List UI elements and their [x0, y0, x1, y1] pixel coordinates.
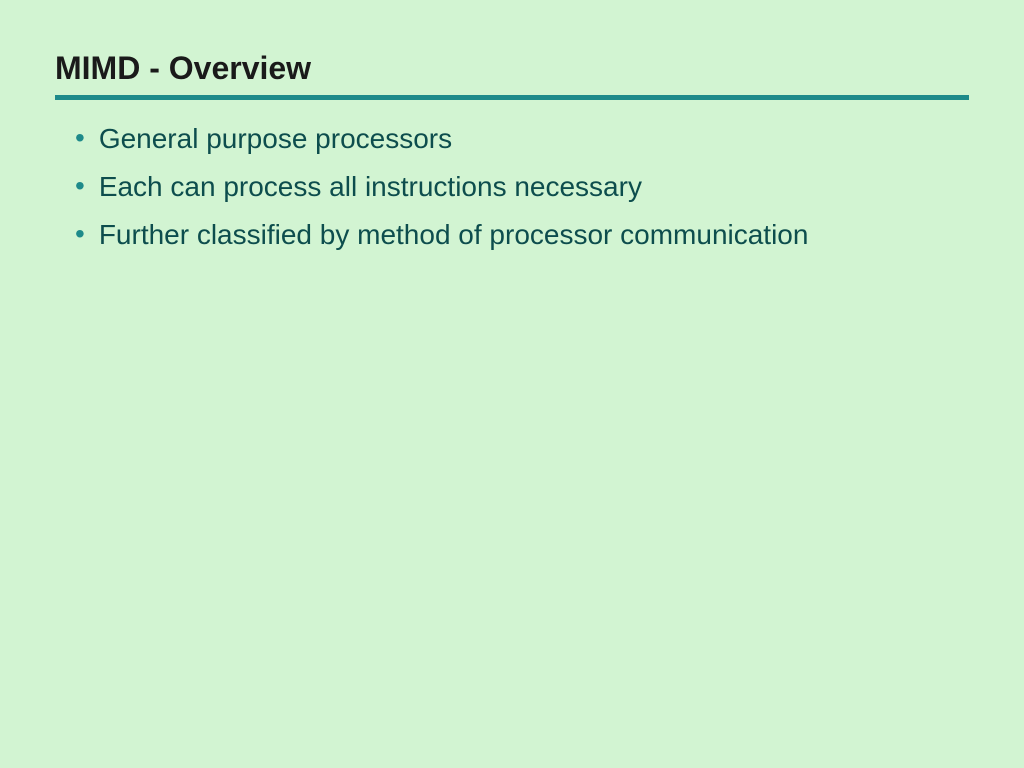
bullet-text: Each can process all instructions necess… [99, 168, 642, 206]
bullet-text: General purpose processors [99, 120, 452, 158]
list-item: • General purpose processors [75, 120, 969, 158]
bullet-icon: • [75, 216, 85, 252]
title-underline [55, 95, 969, 100]
list-item: • Further classified by method of proces… [75, 216, 969, 254]
bullet-list: • General purpose processors • Each can … [55, 120, 969, 253]
bullet-icon: • [75, 120, 85, 156]
list-item: • Each can process all instructions nece… [75, 168, 969, 206]
bullet-text: Further classified by method of processo… [99, 216, 809, 254]
slide-title: MIMD - Overview [55, 50, 969, 87]
bullet-icon: • [75, 168, 85, 204]
